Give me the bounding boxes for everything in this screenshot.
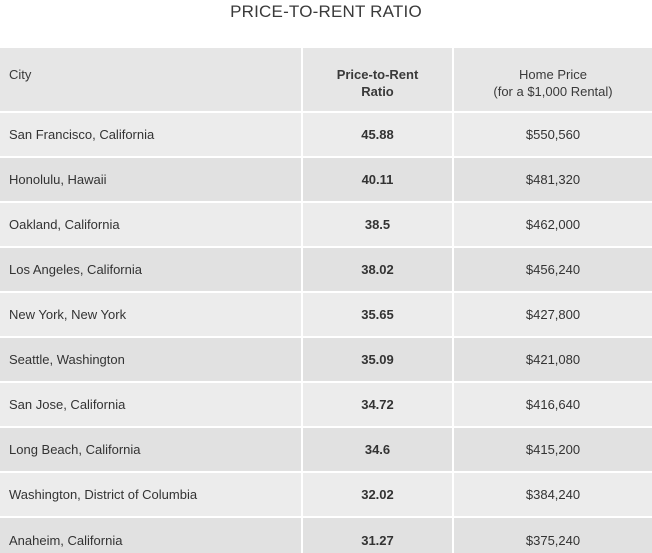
- header-city: City: [0, 48, 302, 112]
- price-cell: $550,560: [452, 111, 652, 157]
- header-row: City Price-to-Rent Ratio Home Price (for…: [0, 48, 652, 112]
- table-row: Oakland, California 38.5 $462,000: [0, 201, 652, 247]
- header-price-line2: (for a $1,000 Rental): [493, 84, 613, 99]
- title-bar: PRICE-TO-RENT RATIO: [0, 0, 652, 48]
- table-row: San Francisco, California 45.88 $550,560: [0, 111, 652, 157]
- table-row: San Jose, California 34.72 $416,640: [0, 381, 652, 427]
- ratio-cell: 38.5: [301, 201, 453, 247]
- price-cell: $415,200: [452, 426, 652, 472]
- table-row: Washington, District of Columbia 32.02 $…: [0, 471, 652, 517]
- city-cell: Washington, District of Columbia: [0, 471, 302, 517]
- ratio-cell: 40.11: [301, 156, 453, 202]
- table-row: Honolulu, Hawaii 40.11 $481,320: [0, 156, 652, 202]
- table-row: Seattle, Washington 35.09 $421,080: [0, 336, 652, 382]
- city-cell: San Jose, California: [0, 381, 302, 427]
- table-row: Anaheim, California 31.27 $375,240: [0, 516, 652, 553]
- ratio-cell: 31.27: [301, 516, 453, 553]
- ratio-cell: 45.88: [301, 111, 453, 157]
- price-cell: $416,640: [452, 381, 652, 427]
- header-ratio: Price-to-Rent Ratio: [301, 48, 453, 112]
- city-cell: Oakland, California: [0, 201, 302, 247]
- city-cell: Long Beach, California: [0, 426, 302, 472]
- ratio-cell: 34.6: [301, 426, 453, 472]
- city-cell: Los Angeles, California: [0, 246, 302, 292]
- header-ratio-line1: Price-to-Rent: [336, 67, 419, 82]
- price-to-rent-table: City Price-to-Rent Ratio Home Price (for…: [0, 48, 652, 553]
- price-cell: $456,240: [452, 246, 652, 292]
- ratio-cell: 35.65: [301, 291, 453, 337]
- ratio-cell: 38.02: [301, 246, 453, 292]
- price-cell: $421,080: [452, 336, 652, 382]
- city-cell: Anaheim, California: [0, 516, 302, 553]
- header-ratio-line2: Ratio: [361, 84, 394, 99]
- price-cell: $427,800: [452, 291, 652, 337]
- city-cell: New York, New York: [0, 291, 302, 337]
- price-cell: $462,000: [452, 201, 652, 247]
- city-cell: Seattle, Washington: [0, 336, 302, 382]
- city-cell: San Francisco, California: [0, 111, 302, 157]
- price-cell: $384,240: [452, 471, 652, 517]
- city-cell: Honolulu, Hawaii: [0, 156, 302, 202]
- header-price: Home Price (for a $1,000 Rental): [452, 48, 652, 112]
- table-row: New York, New York 35.65 $427,800: [0, 291, 652, 337]
- table-row: Los Angeles, California 38.02 $456,240: [0, 246, 652, 292]
- ratio-cell: 34.72: [301, 381, 453, 427]
- table-title: PRICE-TO-RENT RATIO: [230, 2, 422, 21]
- ratio-cell: 32.02: [301, 471, 453, 517]
- ratio-cell: 35.09: [301, 336, 453, 382]
- price-cell: $375,240: [452, 516, 652, 553]
- header-price-line1: Home Price: [519, 67, 587, 82]
- table-row: Long Beach, California 34.6 $415,200: [0, 426, 652, 472]
- price-cell: $481,320: [452, 156, 652, 202]
